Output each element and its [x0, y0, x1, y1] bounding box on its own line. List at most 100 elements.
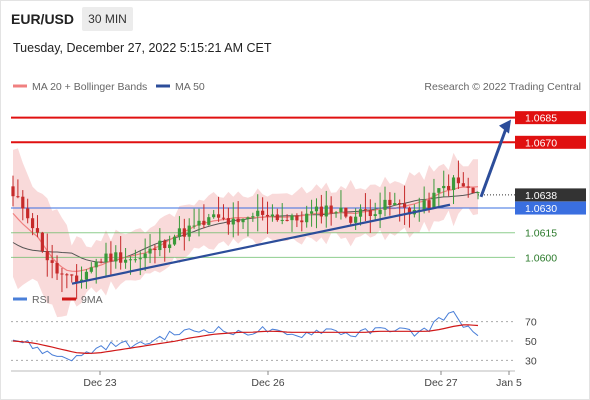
candle: [334, 210, 338, 218]
candle: [451, 175, 456, 205]
candle: [456, 160, 461, 189]
candle: [109, 241, 113, 276]
candle: [270, 204, 275, 222]
candle: [182, 218, 186, 251]
candle: [158, 228, 162, 257]
candle: [309, 199, 314, 227]
candle: [50, 244, 54, 279]
candle: [368, 199, 372, 233]
candle: [373, 202, 377, 220]
candle: [275, 208, 279, 222]
candle: [378, 192, 382, 229]
candle: [35, 215, 40, 238]
candle: [123, 247, 128, 269]
candle: [99, 258, 103, 264]
candle: [26, 198, 30, 224]
x-tick-label: Dec 26: [251, 377, 284, 389]
candle: [358, 204, 363, 226]
x-tick-label: Jan 5: [496, 377, 522, 389]
timeframe-button[interactable]: 30 MIN: [82, 7, 133, 31]
candle: [143, 238, 147, 271]
ma20-legend-label: MA 20 + Bollinger Bands: [32, 81, 147, 93]
symbol-title: EUR/USD: [11, 11, 75, 27]
forecast-arrow: [479, 128, 508, 198]
candle: [133, 249, 137, 263]
candle: [187, 218, 191, 242]
candle: [280, 203, 284, 225]
candle: [324, 190, 328, 228]
candle: [89, 262, 93, 274]
candle: [216, 196, 221, 222]
candle: [40, 231, 44, 253]
candle: [207, 213, 211, 226]
trendline: [71, 203, 451, 285]
candle: [261, 197, 265, 221]
candle: [402, 185, 407, 225]
candle: [314, 198, 319, 229]
candle: [84, 269, 89, 289]
x-tick-label: Dec 23: [83, 377, 116, 389]
candle: [344, 207, 348, 219]
candle: [393, 192, 397, 206]
candle: [202, 204, 206, 229]
candle: [168, 235, 172, 253]
candle: [265, 201, 270, 234]
level-tag-1-0685: [515, 111, 586, 125]
rsi-tick-label: 70: [525, 317, 537, 329]
candle: [407, 206, 412, 228]
candle: [45, 233, 49, 277]
candle: [476, 191, 480, 200]
candle: [30, 213, 35, 236]
level-label-1-0615: 1.0615: [525, 228, 557, 240]
candle: [236, 201, 240, 236]
candle: [422, 186, 426, 214]
candle: [305, 205, 309, 228]
candle: [55, 255, 59, 280]
ma50-legend-label: MA 50: [175, 81, 205, 93]
level-label-1-0600: 1.0600: [525, 252, 557, 264]
level-label-1-0630: 1.0630: [525, 203, 557, 215]
candle: [295, 213, 299, 228]
ma9-legend-label: 9MA: [81, 294, 103, 306]
candle: [241, 218, 245, 229]
candle: [153, 244, 157, 264]
candle: [192, 208, 196, 229]
candle: [104, 242, 108, 277]
candle: [251, 212, 255, 222]
candle: [290, 213, 294, 232]
level-tag-1-0630: [515, 201, 586, 215]
level-label-1-0638: 1.0638: [525, 190, 557, 202]
candle: [471, 187, 475, 194]
level-label-1-0685: 1.0685: [525, 113, 557, 125]
candle: [466, 177, 470, 198]
level-label-1-0670: 1.0670: [525, 137, 557, 149]
chart-datetime: Tuesday, December 27, 2022 5:15:21 AM CE…: [13, 41, 272, 55]
candle: [398, 199, 402, 222]
level-tag-1-0638: [515, 188, 586, 202]
candle: [300, 211, 304, 232]
candle: [221, 204, 226, 221]
candle: [163, 239, 167, 262]
candle: [231, 202, 235, 238]
candlesticks: [11, 160, 480, 300]
x-axis: Dec 23 Dec 26 Dec 27 Jan 5: [83, 371, 522, 389]
candle: [60, 267, 64, 293]
rsi-tick-label: 30: [525, 355, 537, 367]
candle: [70, 274, 74, 283]
candle: [212, 209, 216, 219]
candle: [432, 178, 436, 209]
candle: [329, 196, 333, 226]
candle: [246, 216, 250, 237]
candle: [16, 179, 20, 199]
candle: [285, 214, 289, 222]
rsi-grid: 70 50 30: [11, 317, 537, 367]
forecast-arrow-head: [499, 119, 511, 134]
candle: [447, 174, 451, 197]
candle: [442, 170, 446, 198]
level-tag-1-0670: [515, 135, 586, 149]
ma9-line: [12, 324, 479, 355]
candle: [21, 190, 25, 221]
candle: [383, 186, 387, 217]
candle: [354, 208, 358, 230]
